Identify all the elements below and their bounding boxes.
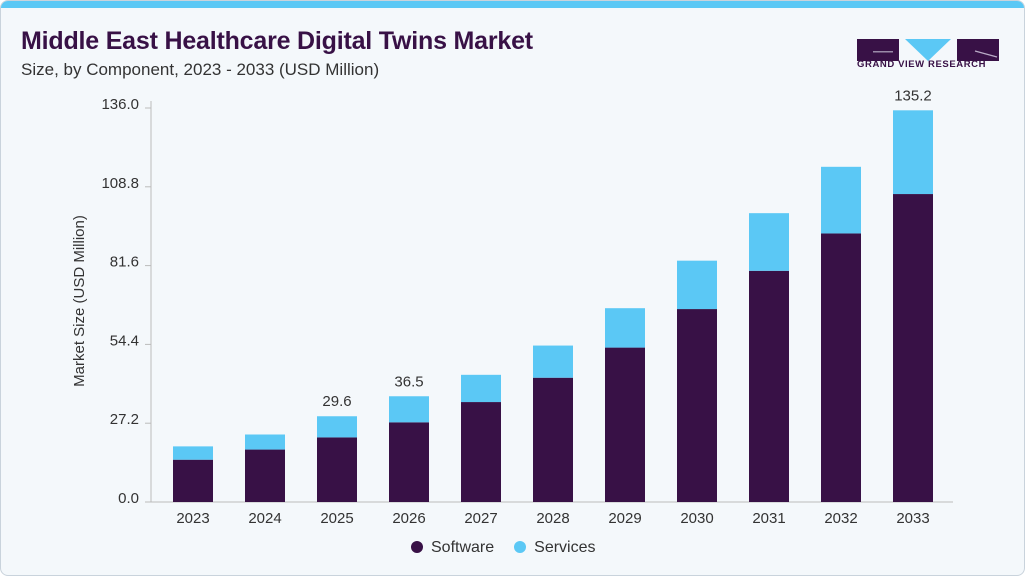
bar-software-2025 — [317, 437, 357, 502]
bar-software-2024 — [245, 449, 285, 502]
legend-item-software: Software — [411, 539, 494, 557]
bar-services-2031 — [749, 213, 789, 271]
legend-label: Software — [431, 539, 495, 556]
x-tick-label: 2026 — [392, 510, 425, 527]
data-label: 135.2 — [894, 87, 932, 104]
chart-title: Middle East Healthcare Digital Twins Mar… — [21, 27, 533, 55]
legend-item-services: Services — [514, 539, 596, 557]
data-label: 29.6 — [322, 393, 351, 410]
services-swatch — [514, 541, 527, 553]
y-tick-label: 136.0 — [101, 96, 139, 113]
grand-view-research-logo — [857, 39, 999, 61]
y-tick-label: 27.2 — [110, 411, 139, 428]
software-swatch — [411, 541, 423, 553]
x-tick-label: 2032 — [824, 510, 857, 527]
bar-services-2025 — [317, 416, 357, 438]
bar-services-2029 — [605, 308, 645, 348]
y-tick-label: 108.8 — [101, 175, 139, 192]
accent-bar — [1, 1, 1024, 8]
bar-software-2033 — [893, 194, 933, 502]
x-tick-label: 2030 — [680, 510, 713, 527]
data-label: 36.5 — [394, 373, 423, 390]
x-tick-label: 2029 — [608, 510, 641, 527]
bar-software-2027 — [461, 402, 501, 502]
bar-software-2023 — [173, 459, 213, 502]
bar-services-2030 — [677, 260, 717, 310]
bar-services-2028 — [533, 345, 573, 378]
y-axis-label: Market Size (USD Million) — [71, 215, 88, 387]
x-tick-label: 2023 — [176, 510, 209, 527]
x-tick-label: 2024 — [248, 510, 281, 527]
bar-services-2024 — [245, 434, 285, 450]
x-tick-label: 2025 — [320, 510, 353, 527]
bar-software-2029 — [605, 347, 645, 502]
bar-services-2023 — [173, 446, 213, 460]
y-tick-label: 0.0 — [118, 490, 139, 507]
bar-software-2026 — [389, 422, 429, 502]
legend: Software Services — [411, 539, 596, 557]
bar-software-2028 — [533, 377, 573, 502]
x-tick-label: 2028 — [536, 510, 569, 527]
y-tick-label: 81.6 — [110, 254, 139, 271]
bar-software-2030 — [677, 309, 717, 502]
chart-subtitle: Size, by Component, 2023 - 2033 (USD Mil… — [21, 60, 380, 79]
bar-services-2027 — [461, 374, 501, 403]
bar-services-2033 — [893, 110, 933, 195]
x-tick-label: 2033 — [896, 510, 929, 527]
x-tick-label: 2027 — [464, 510, 497, 527]
y-tick-label: 54.4 — [110, 332, 139, 349]
bar-services-2026 — [389, 396, 429, 423]
legend-label: Services — [534, 539, 596, 556]
bar-services-2032 — [821, 166, 861, 234]
logo-text: GRAND VIEW RESEARCH — [857, 59, 987, 70]
bar-software-2032 — [821, 233, 861, 503]
bar-software-2031 — [749, 270, 789, 502]
x-tick-label: 2031 — [752, 510, 785, 527]
